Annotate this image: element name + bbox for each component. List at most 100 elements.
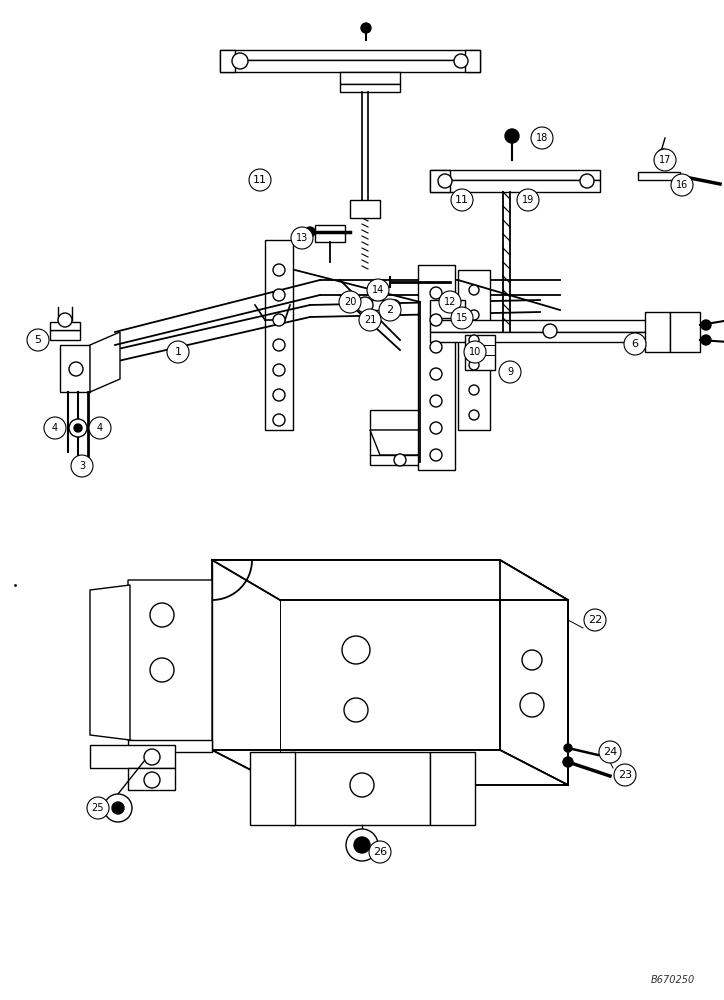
Polygon shape [370, 430, 430, 455]
Circle shape [451, 189, 473, 211]
Polygon shape [430, 300, 465, 318]
Circle shape [701, 320, 711, 330]
Circle shape [112, 802, 124, 814]
Circle shape [167, 341, 189, 363]
Circle shape [273, 314, 285, 326]
Polygon shape [212, 560, 500, 750]
Polygon shape [128, 580, 212, 750]
Circle shape [430, 314, 442, 326]
Circle shape [543, 324, 557, 338]
Circle shape [451, 307, 473, 329]
Polygon shape [90, 585, 130, 740]
Circle shape [273, 364, 285, 376]
Circle shape [232, 53, 248, 69]
Circle shape [658, 149, 668, 159]
Circle shape [87, 797, 109, 819]
Circle shape [469, 410, 479, 420]
Circle shape [599, 741, 621, 763]
Text: 11: 11 [455, 195, 469, 205]
Circle shape [430, 422, 442, 434]
Circle shape [27, 329, 49, 351]
Circle shape [273, 264, 285, 276]
Text: 5: 5 [35, 335, 41, 345]
Circle shape [58, 313, 72, 327]
Circle shape [359, 309, 381, 331]
Circle shape [150, 658, 174, 682]
Circle shape [531, 127, 553, 149]
Circle shape [469, 385, 479, 395]
Circle shape [517, 189, 539, 211]
Circle shape [564, 744, 572, 752]
Text: 2: 2 [387, 305, 394, 315]
Polygon shape [212, 560, 568, 600]
Circle shape [104, 794, 132, 822]
Circle shape [522, 650, 542, 670]
Circle shape [469, 285, 479, 295]
Text: 24: 24 [603, 747, 617, 757]
Circle shape [505, 129, 519, 143]
Polygon shape [90, 332, 120, 392]
Circle shape [69, 362, 83, 376]
Text: 3: 3 [79, 461, 85, 471]
Polygon shape [638, 172, 680, 180]
Polygon shape [465, 50, 480, 72]
Polygon shape [220, 50, 480, 60]
Polygon shape [418, 265, 455, 470]
Circle shape [464, 341, 486, 363]
Text: 22: 22 [588, 615, 602, 625]
Polygon shape [220, 60, 480, 72]
Circle shape [273, 389, 285, 401]
Polygon shape [645, 312, 670, 352]
Text: 1: 1 [174, 347, 182, 357]
Circle shape [350, 773, 374, 797]
Circle shape [379, 299, 401, 321]
Polygon shape [50, 330, 80, 340]
Circle shape [273, 339, 285, 351]
Circle shape [394, 454, 406, 466]
Circle shape [499, 361, 521, 383]
Polygon shape [670, 312, 700, 352]
Polygon shape [128, 768, 175, 790]
Polygon shape [430, 170, 450, 192]
Circle shape [430, 449, 442, 461]
Circle shape [69, 419, 87, 437]
Polygon shape [212, 560, 568, 600]
Circle shape [430, 395, 442, 407]
Text: 4: 4 [52, 423, 58, 433]
Circle shape [671, 174, 693, 196]
Text: 16: 16 [676, 180, 688, 190]
Circle shape [584, 609, 606, 631]
Circle shape [439, 291, 461, 313]
Text: 9: 9 [507, 367, 513, 377]
Circle shape [339, 291, 361, 313]
Text: 23: 23 [618, 770, 632, 780]
Polygon shape [340, 72, 400, 84]
Text: 25: 25 [92, 803, 104, 813]
Circle shape [44, 417, 66, 439]
Text: 21: 21 [364, 315, 376, 325]
Polygon shape [315, 225, 345, 242]
Circle shape [144, 772, 160, 788]
Circle shape [580, 174, 594, 188]
Polygon shape [458, 270, 490, 430]
Circle shape [291, 227, 313, 249]
Circle shape [89, 417, 111, 439]
Circle shape [454, 54, 468, 68]
Circle shape [369, 841, 391, 863]
Circle shape [469, 360, 479, 370]
Circle shape [346, 829, 378, 861]
Text: 10: 10 [469, 347, 481, 357]
Polygon shape [128, 740, 212, 752]
Circle shape [71, 455, 93, 477]
Text: 14: 14 [372, 285, 384, 295]
Polygon shape [90, 745, 175, 768]
Circle shape [150, 603, 174, 627]
Polygon shape [430, 332, 660, 342]
Circle shape [357, 297, 373, 313]
Polygon shape [250, 752, 295, 825]
Circle shape [614, 764, 636, 786]
Polygon shape [430, 320, 660, 332]
Circle shape [342, 636, 370, 664]
Text: 17: 17 [659, 155, 671, 165]
Polygon shape [60, 345, 90, 392]
